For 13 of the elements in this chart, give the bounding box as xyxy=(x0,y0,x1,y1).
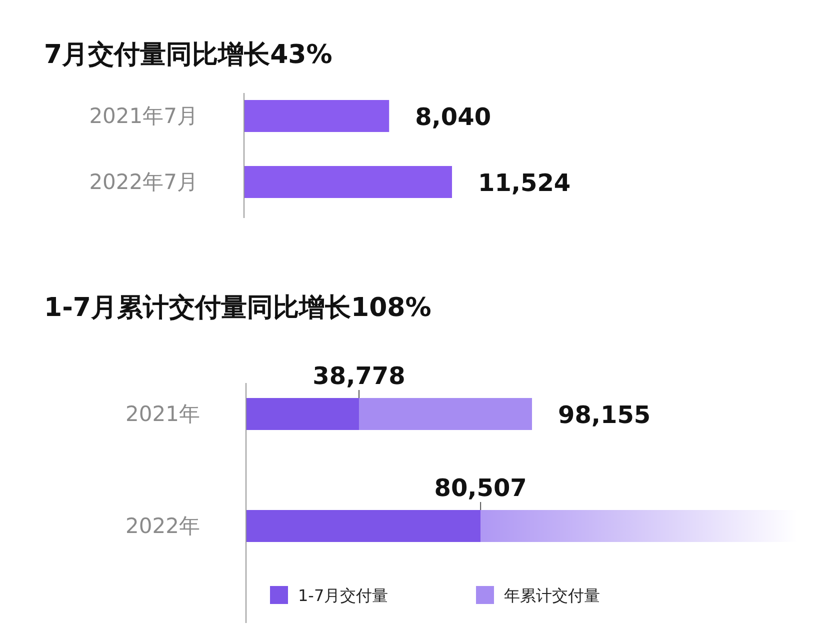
y-tick-label: 2021年7月 xyxy=(89,104,198,128)
y-tick-label: 2021年 xyxy=(126,402,200,426)
legend-label: 1-7月交付量 xyxy=(298,586,388,605)
chart-title: 1-7月累计交付量同比增长108% xyxy=(44,293,432,323)
data-label: 11,524 xyxy=(478,169,571,197)
data-label: 8,040 xyxy=(415,103,492,131)
legend-label: 年累计交付量 xyxy=(504,586,600,605)
data-label: 80,507 xyxy=(434,474,527,502)
chart-title: 7月交付量同比增长43% xyxy=(44,40,332,70)
data-label: 38,778 xyxy=(312,362,406,390)
total-label: 98,155 xyxy=(558,401,651,429)
y-tick-label: 2022年7月 xyxy=(89,170,198,194)
y-tick-label: 2022年 xyxy=(126,514,200,538)
